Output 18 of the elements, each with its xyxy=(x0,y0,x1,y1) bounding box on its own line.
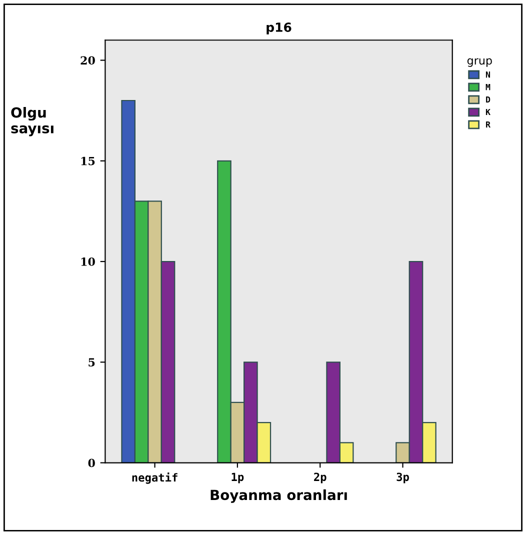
y-tick-label: 10 xyxy=(81,257,95,266)
legend-label: K xyxy=(486,108,490,116)
y-tick-label: 0 xyxy=(88,458,95,468)
legend-label: D xyxy=(486,96,490,103)
legend-title: grup xyxy=(467,58,492,67)
x-tick-label: 1p xyxy=(232,472,244,484)
y-tick-label: 5 xyxy=(88,358,95,367)
legend-label: N xyxy=(486,72,490,78)
x-tick-label: 2p xyxy=(314,472,326,484)
x-tick-label: negatif xyxy=(132,472,178,484)
chart-title: p16 xyxy=(266,22,292,34)
legend-label: R xyxy=(486,121,491,128)
x-tick-label: 3p xyxy=(396,472,409,484)
y-axis-title: Olgu sayısı xyxy=(11,107,54,136)
y-tick-label: 20 xyxy=(80,56,95,65)
y-tick-label: 15 xyxy=(81,156,95,166)
x-axis-title: Boyanma oranları xyxy=(210,489,347,503)
legend-label: M xyxy=(486,84,490,90)
